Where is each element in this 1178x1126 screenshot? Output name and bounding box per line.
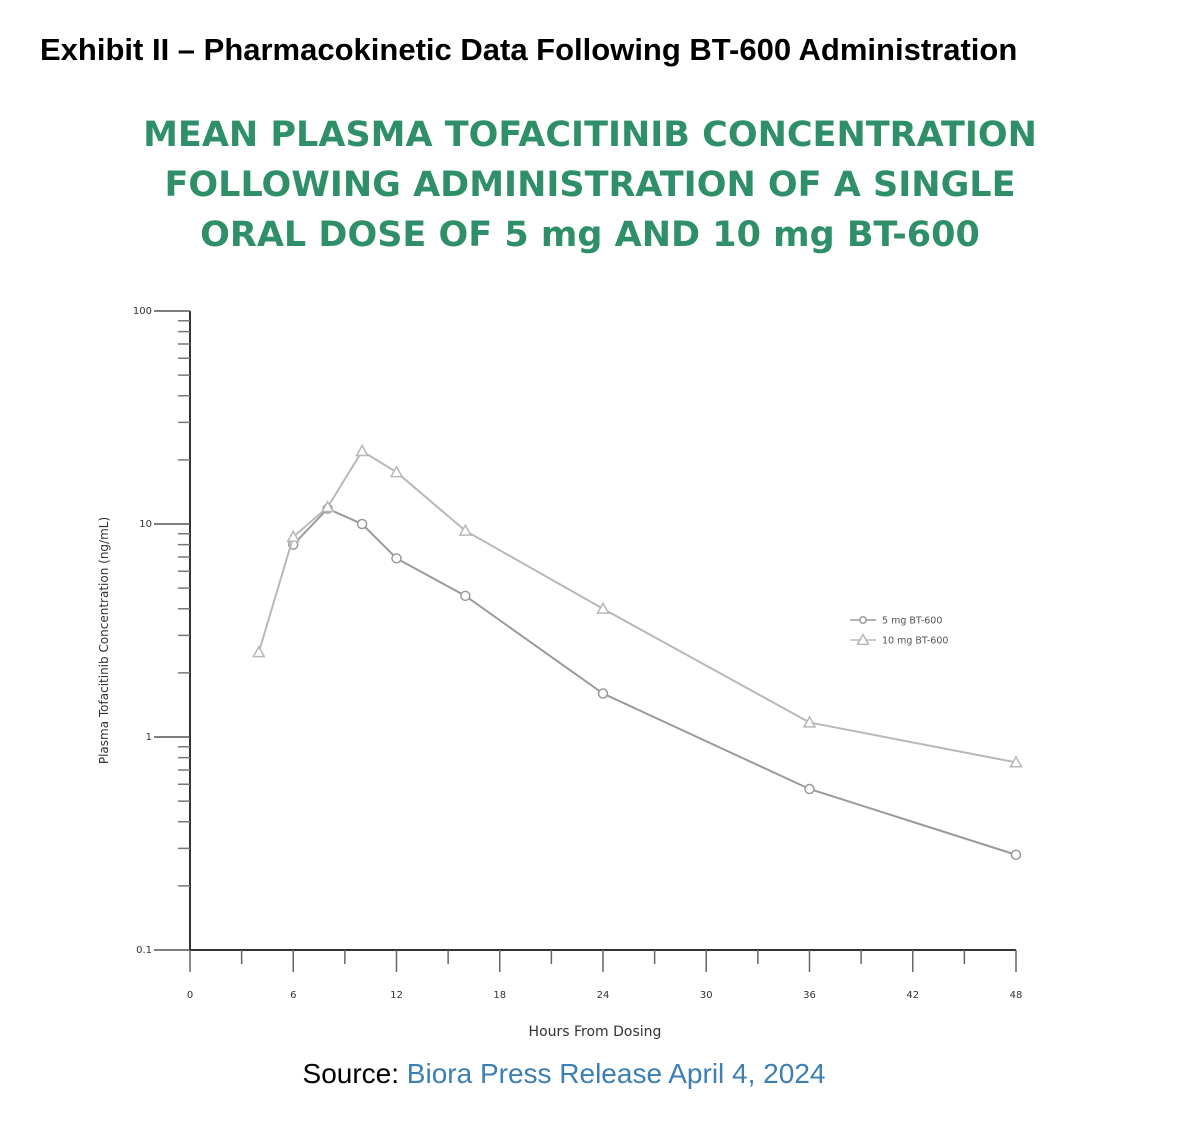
chart-title-line-1: MEAN PLASMA TOFACITINIB CONCENTRATION: [143, 115, 1037, 155]
series-5mg-point: [356, 518, 368, 530]
chart-legend: 5 mg BT-600 10 mg BT-600: [850, 616, 948, 647]
y-axis-label: Plasma Tofacitinib Concentration (ng/mL): [97, 517, 111, 764]
series-5mg-point: [597, 688, 609, 699]
series-10mg-point: [1009, 755, 1023, 768]
series-5mg-point: [804, 783, 815, 795]
y-tick-label: 10: [139, 519, 152, 530]
series-5mg-point: [1010, 849, 1022, 861]
series-5mg-line: [292, 507, 1017, 856]
series-10mg-point: [320, 500, 335, 513]
x-tick-label: 48: [1010, 990, 1023, 1001]
source-line: Source: Biora Press Release April 4, 202…: [0, 1058, 1128, 1090]
chart-series: [252, 444, 1023, 861]
series-10mg-point: [355, 444, 369, 457]
x-tick-label: 0: [187, 990, 193, 1001]
x-tick-label: 36: [803, 990, 816, 1001]
series-10mg-point: [596, 601, 610, 614]
x-axis-label: Hours From Dosing: [529, 1024, 662, 1040]
x-tick-label: 24: [597, 990, 610, 1001]
series-10mg-line: [257, 449, 1017, 764]
exhibit-title: Exhibit II – Pharmacokinetic Data Follow…: [40, 32, 1018, 67]
source-link[interactable]: Biora Press Release April 4, 2024: [406, 1058, 826, 1089]
legend-5mg-swatch-marker: [859, 616, 867, 624]
series-5mg-point: [391, 553, 402, 564]
legend-5mg-label: 5 mg BT-600: [882, 616, 942, 627]
series-5mg-point: [460, 590, 471, 602]
series-10mg-point: [252, 645, 266, 658]
y-tick-label: 1: [146, 732, 152, 743]
chart-axes: 0.1 1 10 100 0 6 12 18 24 30 36 42 48 Hours From Dosi…: [97, 306, 1022, 1040]
series-10mg-point: [389, 465, 404, 478]
x-tick-label: 12: [390, 990, 403, 1001]
x-tick-label: 6: [290, 990, 296, 1001]
legend-10mg-label: 10 mg BT-600: [882, 636, 948, 647]
x-tick-label: 18: [493, 990, 506, 1001]
chart-title-line-2: FOLLOWING ADMINISTRATION OF A SINGLE: [164, 165, 1016, 205]
series-10mg-point: [458, 523, 473, 536]
chart-title-line-3: ORAL DOSE OF 5 mg AND 10 mg BT-600: [200, 215, 980, 255]
x-tick-label: 42: [906, 990, 919, 1001]
y-tick-label: 100: [133, 306, 152, 317]
pk-line-chart: 0.1 1 10 100 0 6 12 18 24 30 36 42 48 Hours From Dosi…: [97, 306, 1023, 1040]
series-10mg-point: [286, 529, 301, 543]
series-10mg-point: [802, 715, 817, 728]
x-tick-label: 30: [700, 990, 713, 1001]
legend-10mg-swatch-marker: [856, 632, 870, 646]
y-tick-label: 0.1: [136, 945, 152, 956]
source-prefix: Source:: [302, 1058, 407, 1089]
chart-title: MEAN PLASMA TOFACITINIB CONCENTRATION FO…: [100, 110, 1080, 260]
